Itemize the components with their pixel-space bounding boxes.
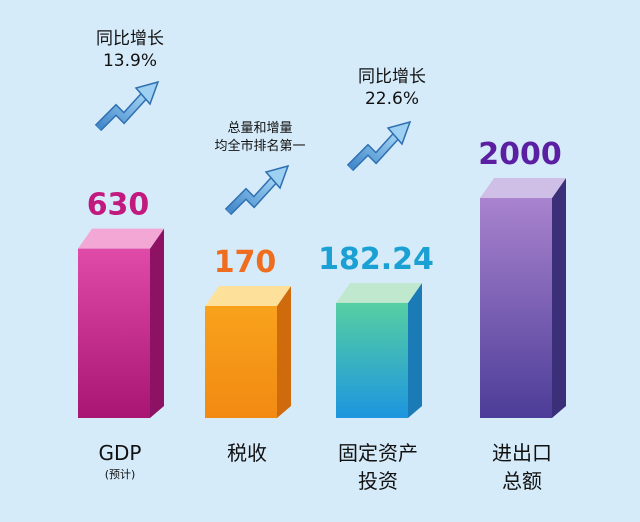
annotation-0-line-1: 13.9% [103, 51, 157, 71]
annotation-0-line-0: 同比增长 [96, 29, 164, 49]
bar-side-1 [277, 286, 291, 418]
category-label-1: 税收 [227, 441, 267, 465]
bar-side-0 [150, 228, 164, 418]
category-label-3: 进出口 [492, 441, 552, 465]
value-label-1: 170 [214, 245, 277, 280]
annotation-1-line-0: 总量和增量 [227, 121, 292, 136]
growth-arrow-icon-1 [224, 164, 290, 216]
category-label-0: GDP [99, 441, 142, 465]
growth-arrow-icon-0 [94, 80, 160, 132]
bar-top-0 [78, 228, 164, 249]
bar-front-1 [205, 306, 277, 418]
annotation-2-line-0: 同比增长 [358, 67, 426, 87]
category-sublabel-2: 投资 [358, 469, 398, 493]
bar-3 [480, 178, 566, 418]
annotation-2-line-1: 22.6% [365, 89, 419, 109]
bar-1 [205, 286, 291, 418]
category-label-2: 固定资产 [338, 441, 418, 465]
bar-2 [336, 282, 422, 418]
bar-side-3 [552, 178, 566, 418]
bar-0 [78, 228, 164, 418]
category-sublabel-0: (预计) [105, 468, 136, 481]
annotation-1-line-1: 均全市排名第一 [214, 138, 305, 154]
bar-front-2 [336, 302, 408, 418]
bar-front-0 [78, 248, 150, 418]
bar-top-3 [480, 178, 566, 198]
value-label-0: 630 [87, 188, 150, 223]
bar-front-3 [480, 198, 552, 418]
growth-arrow-icon-2 [346, 120, 412, 172]
bar-side-2 [408, 282, 422, 418]
value-label-3: 2000 [478, 137, 562, 172]
category-sublabel-3: 总额 [502, 469, 542, 493]
bar-top-1 [205, 286, 291, 306]
value-label-2: 182.24 [318, 242, 434, 277]
bar-top-2 [336, 282, 422, 303]
